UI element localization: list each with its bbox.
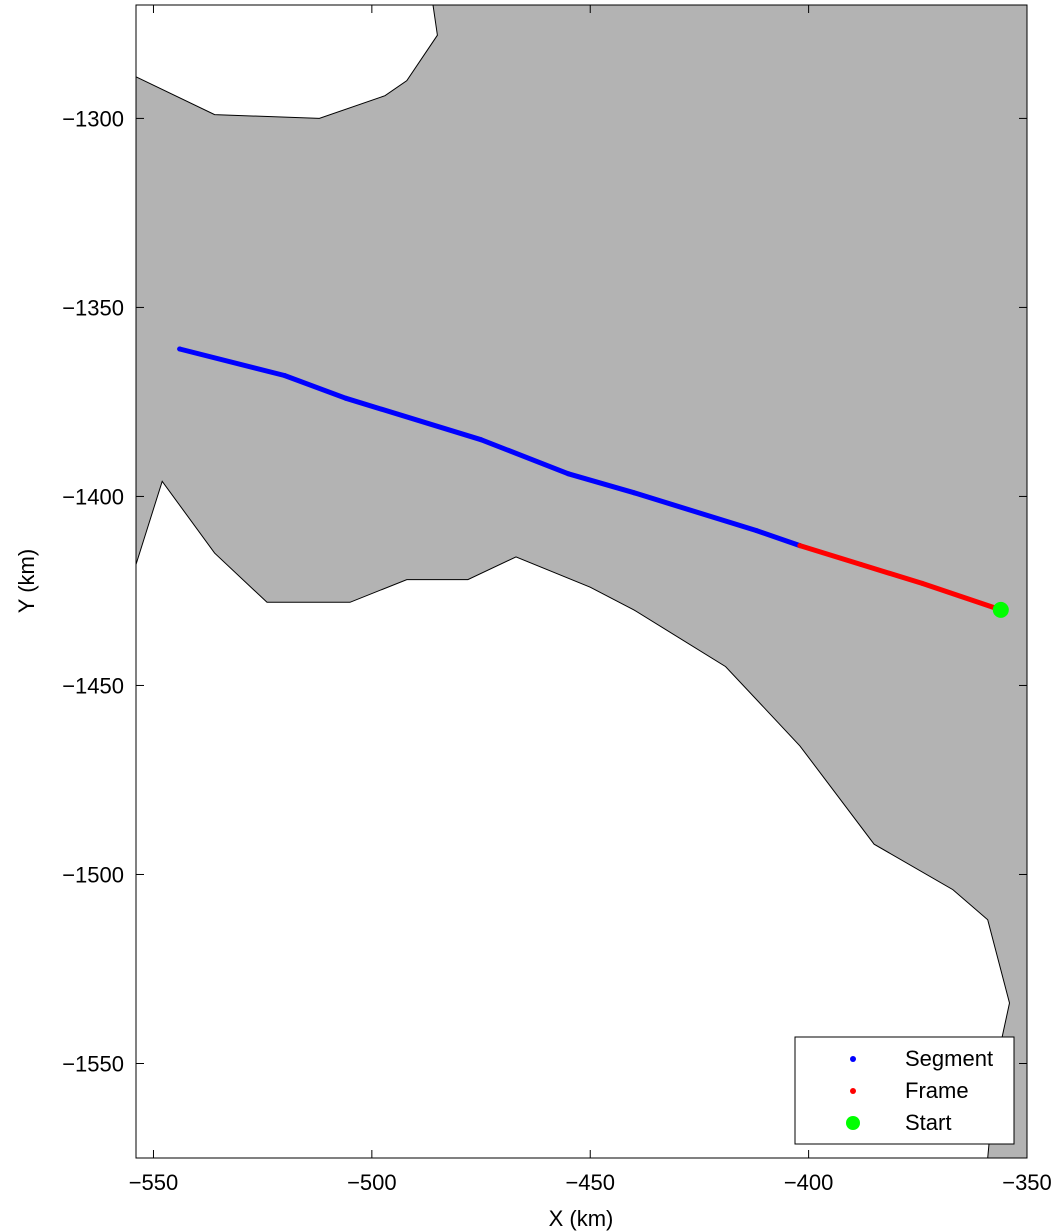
y-axis-ticks: −1300 −1350 −1400 −1450 −1500 −1550: [62, 106, 1027, 1076]
series-layer: [177, 346, 1009, 618]
y-tick-label: −1350: [62, 295, 124, 320]
series-segment-point: [478, 437, 484, 443]
y-tick-label: −1450: [62, 673, 124, 698]
series-frame-point: [797, 543, 803, 549]
legend: Segment Frame Start: [794, 1036, 1015, 1145]
series-frame-point: [858, 562, 864, 567]
lower-boundary-line: [135, 480, 1011, 1159]
y-axis-label: Y (km): [14, 549, 39, 613]
legend-label-segment: Segment: [905, 1046, 993, 1071]
x-axis-ticks: −550 −500 −450 −400 −350: [129, 5, 1052, 1195]
y-tick-label: −1500: [62, 862, 124, 887]
x-tick-label: −550: [129, 1170, 179, 1195]
x-tick-label: −350: [1002, 1170, 1052, 1195]
y-tick-label: −1300: [62, 106, 124, 131]
legend-marker-frame: [850, 1088, 856, 1094]
series-segment-point: [753, 528, 759, 533]
legend-marker-start: [846, 1116, 860, 1130]
x-tick-label: −400: [784, 1170, 834, 1195]
x-tick-label: −500: [347, 1170, 397, 1195]
legend-label-start: Start: [905, 1110, 951, 1135]
upper-boundary-line: [135, 4, 438, 119]
series-frame-trace: [797, 543, 1004, 613]
series-segment-point: [282, 373, 287, 378]
legend-marker-segment: [850, 1056, 856, 1062]
axes-frame: [135, 4, 1028, 1159]
shaded-region: [136, 5, 1027, 1158]
plot-area: −550 −500 −450 −400 −350 −1300 −1350 −1400 −145…: [62, 4, 1052, 1195]
series-start-point: [992, 601, 1009, 618]
series-segment-point: [631, 490, 637, 496]
legend-box: [794, 1036, 1015, 1145]
x-tick-label: −450: [565, 1170, 615, 1195]
legend-label-frame: Frame: [905, 1078, 969, 1103]
y-tick-label: −1400: [62, 484, 124, 509]
series-segment-point: [343, 395, 349, 401]
y-tick-label: −1550: [62, 1051, 124, 1076]
series-segment-trace: [177, 346, 803, 549]
x-axis-label: X (km): [549, 1206, 614, 1231]
series-segment-point: [565, 471, 571, 477]
series-frame-point: [919, 580, 925, 586]
series-segment-point: [177, 346, 183, 352]
